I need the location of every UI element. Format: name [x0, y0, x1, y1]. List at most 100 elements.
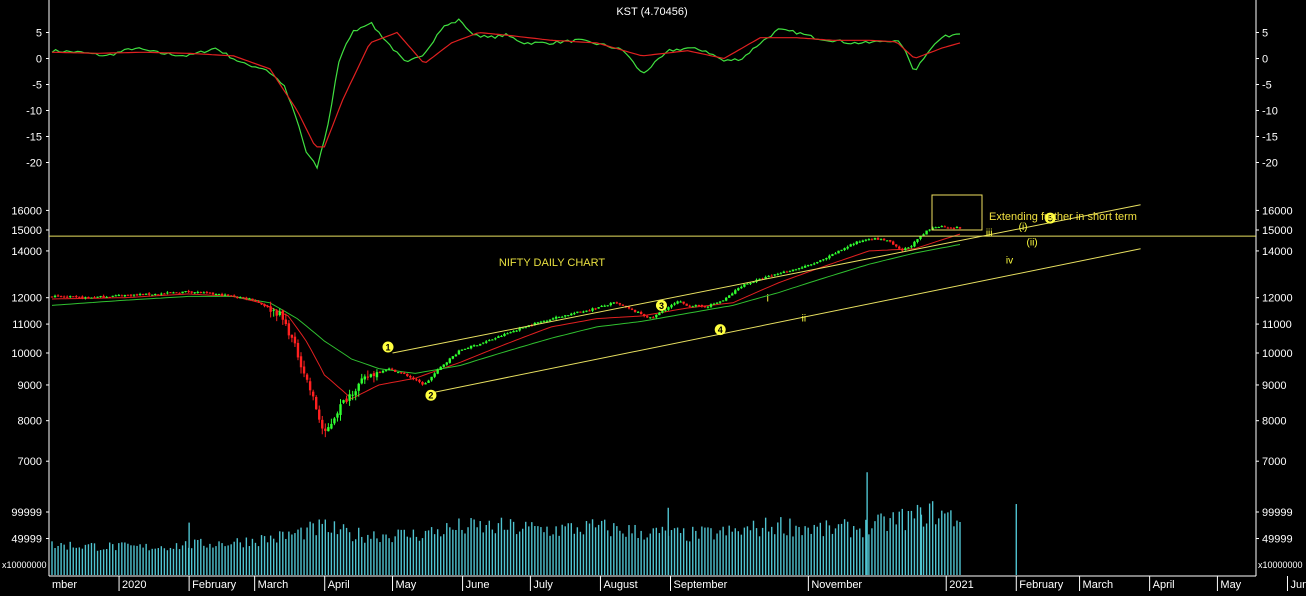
x-tick-label: April [1153, 579, 1175, 591]
candle [311, 389, 315, 401]
candle [585, 310, 588, 313]
candle [794, 268, 798, 271]
candle [560, 315, 564, 318]
candle [694, 304, 697, 308]
price-panel: NIFTY DAILY CHART 1600015000140001200011… [11, 194, 1293, 468]
kst-series-signal [52, 31, 961, 148]
candle [834, 252, 837, 255]
candle [93, 296, 96, 299]
x-tick-label: April [328, 579, 350, 591]
candle [348, 389, 351, 406]
candle [955, 225, 959, 229]
candle [229, 294, 233, 297]
candle [56, 294, 60, 297]
candle [315, 395, 318, 410]
candle [636, 310, 640, 313]
candle [433, 372, 436, 379]
svg-text:1: 1 [385, 342, 390, 352]
candle [913, 240, 916, 248]
candle [633, 309, 637, 313]
candle [503, 332, 506, 337]
candle [746, 282, 749, 285]
candle [132, 294, 136, 297]
candle [603, 304, 606, 307]
candle [105, 295, 108, 298]
candle [381, 369, 385, 374]
price-tick-right: 11000 [1262, 319, 1292, 331]
kst-tick-right: 5 [1262, 28, 1268, 40]
price-tick-left: 8000 [18, 416, 42, 428]
x-tick-label: February [192, 579, 237, 591]
candle [166, 291, 169, 295]
candle [160, 292, 163, 296]
candle [439, 366, 442, 371]
candle [570, 312, 573, 316]
price-y-axis-left: 16000 15000 14000 12000 11000 10000 9000 8000 70… [11, 205, 49, 468]
candle [852, 242, 855, 247]
candle [548, 319, 552, 322]
candle [600, 305, 603, 308]
candle [236, 296, 239, 299]
candle [141, 293, 145, 296]
price-tick-left: 11000 [12, 319, 42, 331]
candle [372, 371, 376, 383]
wave-label: 5 [1044, 212, 1056, 224]
candle [816, 261, 819, 264]
candle [430, 376, 433, 382]
candle [102, 294, 105, 298]
candle [773, 274, 776, 277]
candle [609, 301, 612, 307]
candle [184, 290, 187, 293]
candle [457, 349, 461, 355]
candle [937, 226, 940, 229]
candle [885, 240, 889, 242]
price-chart-title: NIFTY DAILY CHART [499, 257, 605, 269]
candle [424, 382, 427, 385]
candle [688, 304, 691, 308]
candle [375, 369, 379, 381]
candle [308, 377, 312, 396]
ma-fast-line [51, 233, 961, 400]
candle [691, 305, 694, 308]
candle [685, 303, 688, 306]
candle [415, 377, 418, 382]
volume-tick-left: 49999 [11, 534, 42, 546]
candle [299, 352, 303, 374]
volume-unit-right: x10000000 [1258, 560, 1303, 570]
candle [269, 301, 272, 318]
candle [728, 295, 731, 298]
candle [157, 294, 160, 296]
candle [743, 284, 746, 288]
candle [208, 292, 212, 294]
candle [910, 245, 913, 249]
candle [239, 296, 242, 299]
candle [573, 311, 576, 315]
price-tick-right: 8000 [1262, 416, 1286, 428]
candle [542, 320, 546, 323]
candle [406, 373, 409, 377]
kst-tick-right: -10 [1262, 106, 1278, 118]
svg-text:(ii): (ii) [1027, 237, 1038, 248]
candle [809, 264, 813, 267]
candle [324, 423, 327, 438]
candle [369, 373, 373, 378]
kst-tick-right: -15 [1262, 132, 1278, 144]
candle [925, 230, 928, 235]
candle [226, 294, 230, 297]
candle [825, 257, 828, 261]
candle [621, 304, 625, 306]
price-tick-right: 15000 [1262, 225, 1293, 237]
kst-tick-left: -15 [26, 132, 42, 144]
candle [469, 345, 473, 350]
candle [652, 316, 655, 319]
candle [779, 272, 783, 275]
candle [475, 345, 479, 347]
x-tick-label: May [1220, 579, 1241, 591]
candle [494, 337, 497, 341]
wave-label: i [767, 294, 769, 305]
candle [612, 301, 616, 305]
candle [418, 378, 421, 384]
candle [257, 300, 260, 303]
candle [782, 270, 786, 274]
